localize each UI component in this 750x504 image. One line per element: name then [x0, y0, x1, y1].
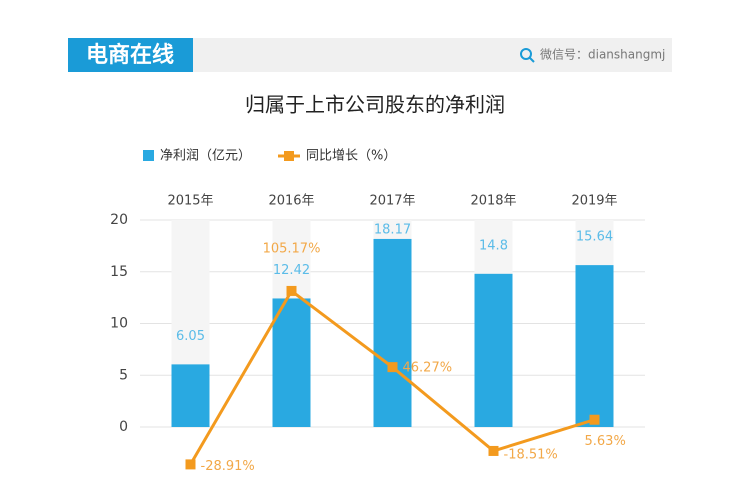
growth-marker	[589, 414, 600, 425]
bar	[474, 273, 513, 427]
y-tick-label: 10	[110, 316, 128, 332]
growth-value-label: 5.63%	[585, 434, 626, 449]
growth-value-label: 105.17%	[263, 241, 321, 256]
bar	[575, 265, 614, 427]
bar-value-label: 14.8	[479, 238, 508, 253]
x-tick-label: 2016年	[268, 194, 314, 209]
legend-marker	[284, 151, 294, 161]
y-tick-label: 5	[119, 367, 128, 383]
bar-value-label: 6.05	[176, 329, 205, 344]
growth-value-label: -18.51%	[504, 447, 558, 462]
growth-marker	[286, 285, 297, 296]
bar-value-label: 18.17	[374, 223, 411, 238]
bar	[171, 364, 210, 427]
bar-value-label: 15.64	[576, 230, 613, 245]
growth-marker	[185, 459, 196, 470]
bar	[373, 238, 412, 427]
legend-swatch	[143, 150, 154, 161]
bar-value-label: 12.42	[273, 263, 310, 278]
wechat: 微信号：dianshangmj	[540, 48, 665, 62]
y-tick-label: 0	[119, 419, 128, 435]
x-tick-label: 2015年	[167, 194, 213, 209]
x-tick-label: 2017年	[369, 194, 415, 209]
legend-label: 同比增长（%）	[306, 149, 396, 164]
logo-box	[68, 38, 193, 72]
y-tick-label: 20	[110, 212, 128, 228]
growth-marker	[387, 362, 398, 373]
x-tick-label: 2019年	[571, 194, 617, 209]
search-icon	[520, 48, 532, 60]
growth-marker	[488, 445, 499, 456]
growth-value-label: -28.91%	[201, 459, 255, 474]
logo: 电商在线	[86, 42, 174, 68]
chart-title: 归属于上市公司股东的净利润	[245, 93, 505, 117]
x-tick-label: 2018年	[470, 194, 516, 209]
legend-label: 净利润（亿元）	[160, 149, 251, 164]
growth-value-label: 46.27%	[403, 361, 453, 376]
bar	[272, 298, 311, 427]
y-tick-label: 15	[110, 264, 128, 280]
search-icon-handle	[529, 57, 535, 63]
